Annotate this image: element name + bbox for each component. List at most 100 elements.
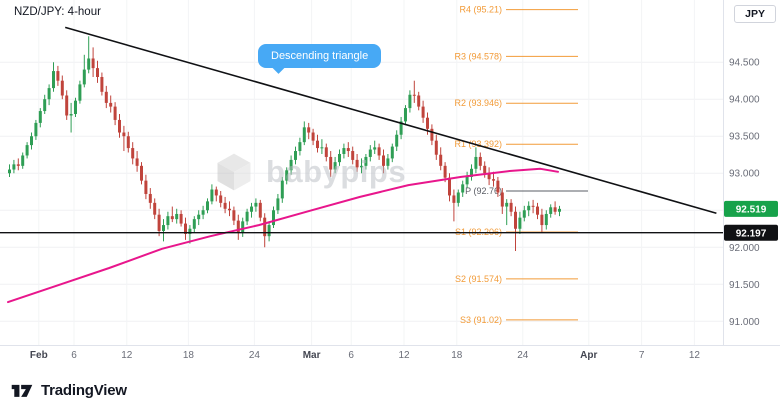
candle-body — [60, 80, 64, 96]
pivot-label: S2 (91.574) — [455, 274, 502, 284]
currency-axis-button[interactable]: JPY — [734, 5, 776, 23]
candle-body — [157, 214, 161, 231]
candle-body — [417, 95, 421, 107]
time-tick-label: 24 — [517, 350, 529, 361]
candle-body — [536, 206, 539, 215]
candle-body — [470, 168, 473, 177]
price-tick-label: 94.000 — [729, 95, 760, 106]
pivot-label: R1 (93.392) — [454, 139, 502, 149]
time-axis-labels[interactable]: Feb 6 12 18 24 Mar 6 12 18 24 Apr 7 12 — [30, 350, 700, 361]
price-tick-label: 91.500 — [729, 280, 760, 291]
candle-body — [404, 108, 407, 122]
candle-body — [289, 159, 293, 171]
tradingview-logo-icon — [11, 384, 33, 397]
candle-body — [65, 95, 69, 116]
candle-body — [43, 99, 47, 112]
candle-body — [505, 202, 509, 207]
svg-text:92.519: 92.519 — [736, 205, 767, 216]
candle-body — [276, 198, 280, 211]
candle-body — [368, 149, 372, 157]
candle-body — [509, 202, 513, 212]
pivot-label: P (92.76) — [465, 186, 502, 196]
time-tick-label: 12 — [398, 350, 410, 361]
candle-body — [285, 170, 289, 181]
candle-body — [478, 156, 482, 166]
price-tick-label: 92.000 — [729, 243, 760, 254]
candle-body — [483, 165, 487, 174]
candle-body — [228, 208, 231, 211]
candle-body — [553, 207, 557, 212]
candle-body — [78, 84, 82, 101]
price-tick-label: 93.500 — [729, 132, 760, 143]
candle-body — [206, 201, 209, 211]
candle-body — [113, 106, 117, 120]
candle-body — [91, 58, 95, 69]
price-axis-labels[interactable]: 94.50094.00093.50093.00092.50092.00091.5… — [729, 58, 760, 328]
candle-body — [302, 127, 306, 143]
candle-body — [52, 71, 55, 89]
time-tick-label: Apr — [580, 350, 597, 361]
candle-body — [386, 158, 390, 166]
tradingview-attribution[interactable]: TradingView — [10, 378, 127, 402]
candle-body — [338, 153, 341, 163]
candle-body — [245, 211, 249, 222]
candle-body — [531, 205, 535, 207]
candle-body — [298, 142, 302, 152]
candle-body — [474, 156, 478, 169]
candle-body — [373, 147, 377, 150]
candle-body — [324, 147, 328, 157]
candle-body — [465, 176, 469, 185]
pivot-label: R3 (94.578) — [454, 51, 502, 61]
candle-body — [456, 192, 460, 203]
candle-body — [522, 210, 526, 218]
candle-body — [170, 216, 174, 220]
candle-body — [8, 169, 11, 174]
candle-body — [430, 128, 434, 141]
candle-body — [434, 140, 438, 155]
candle-body — [558, 208, 561, 212]
price-tick-label: 91.000 — [729, 317, 760, 328]
candle-body — [188, 228, 192, 234]
candle-body — [74, 100, 77, 115]
time-tick-label: 12 — [121, 350, 133, 361]
candle-body — [316, 140, 319, 149]
price-badge-current: 92.519 — [724, 200, 778, 217]
time-tick-label: Feb — [30, 350, 48, 361]
candle-body — [267, 225, 271, 237]
time-tick-label: Mar — [303, 350, 321, 361]
descending-trendline[interactable] — [64, 26, 717, 214]
time-tick-label: 7 — [639, 350, 645, 361]
price-chart-canvas[interactable]: R4 (95.21) R3 (94.578) R2 (93.946) R1 (93.3… — [0, 0, 780, 366]
candle-body — [461, 184, 465, 193]
candle-body — [219, 195, 223, 203]
candle-body — [16, 164, 20, 166]
candle-body — [184, 223, 187, 234]
candle-body — [201, 210, 205, 215]
candle-body — [250, 206, 253, 212]
candle-body — [254, 202, 258, 207]
candle-body — [232, 210, 236, 221]
candle-body — [210, 189, 214, 202]
candle-body — [540, 214, 544, 226]
descending-triangle-callout[interactable]: Descending triangle — [258, 44, 382, 74]
candle-body — [333, 162, 337, 170]
candle-body — [148, 193, 152, 203]
chart-title: NZD/JPY: 4-hour — [14, 6, 101, 18]
price-tick-label: 93.000 — [729, 169, 760, 180]
candle-body — [360, 165, 363, 168]
candle-body — [263, 217, 267, 237]
candle-body — [34, 122, 38, 137]
candle-body — [104, 91, 108, 103]
candle-body — [12, 164, 16, 170]
candle-body — [258, 202, 262, 218]
candle-body — [426, 117, 429, 129]
tradingview-brand-text: TradingView — [41, 381, 127, 399]
price-badge-support: 92.197 — [724, 224, 778, 241]
candle-body — [399, 121, 403, 135]
pivot-label: S1 (92.206) — [455, 227, 502, 237]
candle-body — [30, 136, 33, 146]
candle-body — [496, 180, 500, 193]
candle-body — [166, 216, 170, 226]
candle-body — [364, 156, 368, 166]
